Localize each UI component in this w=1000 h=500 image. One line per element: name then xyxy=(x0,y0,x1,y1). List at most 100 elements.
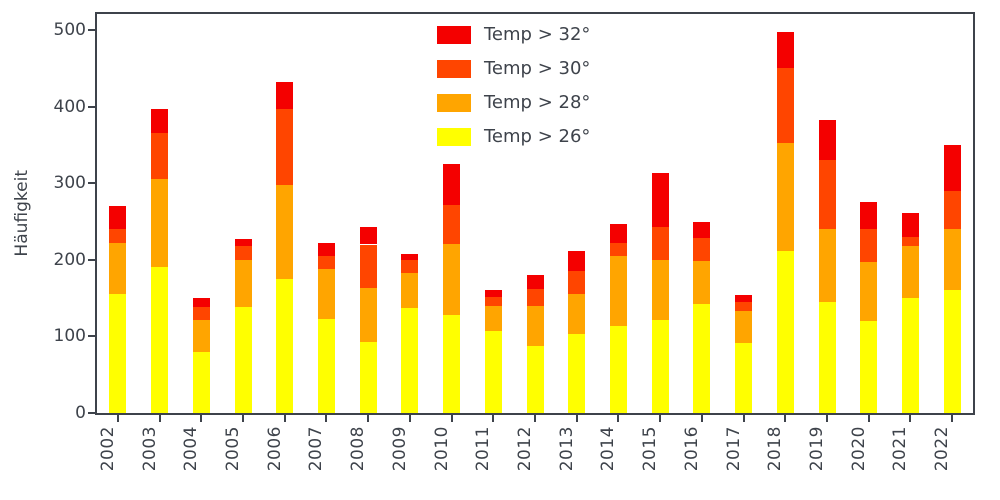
bar-segment xyxy=(776,32,794,69)
x-tick-label: 2017 xyxy=(723,426,744,472)
x-tick-label: 2015 xyxy=(640,426,661,472)
bar-segment xyxy=(568,334,586,413)
bar-segment xyxy=(526,275,544,289)
legend-label: Temp > 30° xyxy=(484,58,591,79)
bar-segment xyxy=(276,278,294,413)
bar-segment xyxy=(401,272,419,309)
bar-segment xyxy=(443,244,461,315)
x-tick-label: 2007 xyxy=(306,426,327,472)
x-tick-mark xyxy=(617,415,620,422)
x-tick-mark xyxy=(367,415,370,422)
x-tick-mark xyxy=(534,415,536,422)
bar-segment xyxy=(609,223,627,243)
x-tick-label: 2012 xyxy=(515,426,535,472)
bar-segment xyxy=(943,190,961,230)
x-tick-label: 2021 xyxy=(890,426,911,472)
legend-label: Temp > 28° xyxy=(484,92,591,113)
bar-segment xyxy=(901,236,919,247)
x-tick-mark xyxy=(575,415,578,422)
y-tick-mark xyxy=(88,412,95,414)
bar-segment xyxy=(943,290,961,413)
x-tick-label: 2011 xyxy=(473,426,494,472)
legend-swatch xyxy=(437,127,471,146)
bar-segment xyxy=(276,184,294,279)
bar-segment xyxy=(860,262,878,322)
y-tick-label: 400 xyxy=(53,96,86,117)
bar-segment xyxy=(109,206,127,230)
bar-segment xyxy=(443,314,461,413)
bar-segment xyxy=(401,308,419,413)
bar-segment xyxy=(484,305,502,332)
legend-swatch xyxy=(437,59,471,78)
bar-segment xyxy=(526,305,544,346)
bar-segment xyxy=(443,204,461,245)
bar-segment xyxy=(359,244,377,289)
bar-segment xyxy=(192,351,210,413)
legend-item: Temp > 28° xyxy=(437,92,590,113)
bar-segment xyxy=(735,301,753,312)
x-tick-label: 2008 xyxy=(348,426,369,472)
x-tick-mark xyxy=(492,415,495,422)
bar-segment xyxy=(693,261,711,305)
bar-segment xyxy=(860,321,878,413)
y-tick-label: 100 xyxy=(53,326,86,347)
bar-segment xyxy=(151,267,169,413)
x-tick-mark xyxy=(659,415,662,422)
bar-segment xyxy=(484,296,502,306)
bar-segment xyxy=(818,119,836,161)
x-tick-label: 2010 xyxy=(431,426,452,472)
bar-segment xyxy=(693,238,711,262)
bar-segment xyxy=(234,239,252,247)
bar-segment xyxy=(192,319,210,352)
bar-segment xyxy=(359,288,377,342)
bar-segment xyxy=(317,255,335,269)
bar-segment xyxy=(276,82,294,109)
bar-segment xyxy=(443,164,461,205)
x-tick-mark xyxy=(700,415,703,422)
x-tick-mark xyxy=(408,415,411,422)
x-tick-label: 2014 xyxy=(598,426,619,472)
legend-item: Temp > 32° xyxy=(437,24,590,45)
bar-segment xyxy=(151,179,169,268)
bar-segment xyxy=(651,226,669,260)
bar-segment xyxy=(693,304,711,413)
bar-segment xyxy=(526,288,544,306)
bar-segment xyxy=(568,271,586,295)
x-tick-mark xyxy=(826,415,828,422)
legend-label: Temp > 26° xyxy=(484,126,591,147)
bar-segment xyxy=(901,246,919,299)
bar-segment xyxy=(359,341,377,413)
bar-segment xyxy=(151,108,169,134)
y-tick-label: 0 xyxy=(75,403,86,423)
bar-segment xyxy=(609,242,627,256)
bar-segment xyxy=(943,144,961,191)
y-tick-mark xyxy=(88,258,95,261)
bar-segment xyxy=(776,250,794,413)
x-tick-mark xyxy=(784,415,787,422)
bar-segment xyxy=(818,301,836,413)
bar-segment xyxy=(735,295,753,302)
x-tick-mark xyxy=(742,415,745,422)
x-tick-mark xyxy=(283,415,286,422)
bar-segment xyxy=(234,307,252,413)
bar-segment xyxy=(192,298,210,308)
x-tick-label: 2013 xyxy=(556,426,577,472)
legend-label: Temp > 32° xyxy=(484,24,591,45)
x-tick-mark xyxy=(867,415,870,422)
bar-segment xyxy=(860,229,878,263)
x-tick-label: 2020 xyxy=(848,426,869,472)
legend-swatch xyxy=(437,93,471,112)
bar-segment xyxy=(401,259,419,273)
bar-segment xyxy=(192,307,210,320)
bar-segment xyxy=(818,160,836,230)
x-tick-mark xyxy=(325,415,328,422)
x-tick-label: 2002 xyxy=(97,426,118,472)
bar-segment xyxy=(943,229,961,291)
bar-segment xyxy=(735,311,753,343)
bar-segment xyxy=(651,259,669,320)
bar-segment xyxy=(860,202,878,230)
y-tick-mark xyxy=(88,29,95,31)
bar-segment xyxy=(151,133,169,180)
bar-segment xyxy=(484,290,502,297)
